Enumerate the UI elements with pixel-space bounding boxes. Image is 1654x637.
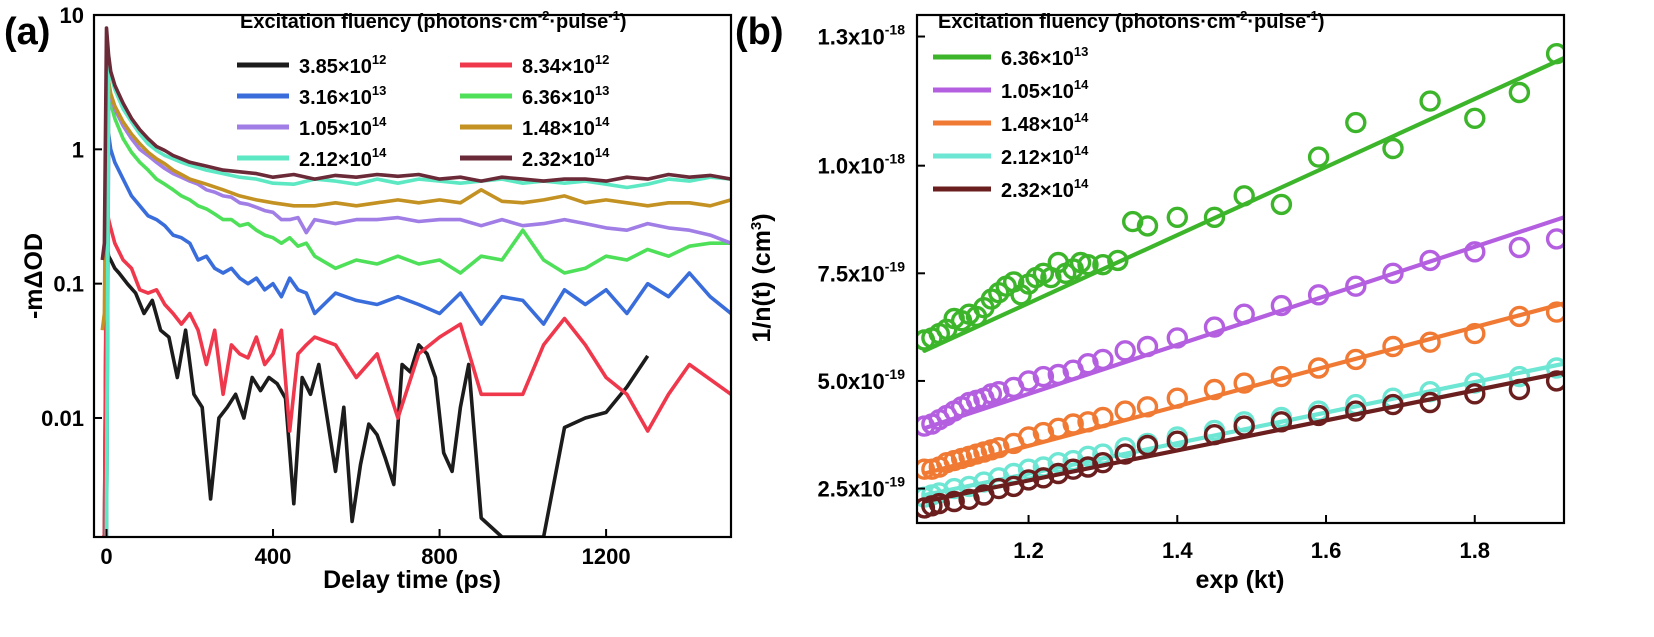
legend-b: Excitation fluency (photons·cm-2·pulse-1… [933, 8, 1325, 202]
series-line-6 [100, 66, 731, 331]
data-point-b [1345, 275, 1367, 297]
legend-title-a: Excitation fluency (photons·cm-2·pulse-1… [240, 8, 627, 33]
data-point-b [1307, 146, 1330, 168]
series-line-1 [102, 241, 650, 537]
data-point-b [1121, 210, 1144, 233]
x-tick-label-b: 1.8 [1459, 538, 1490, 563]
legend-entry-b: 1.48×1014 [1001, 110, 1089, 136]
data-point-b [958, 488, 980, 510]
legend-entry-b: 2.12×1014 [1001, 143, 1089, 169]
y-tick-label-b: 5.0x10-19 [817, 366, 905, 394]
data-point-b [988, 381, 1010, 403]
x-tick-label-a: 400 [255, 544, 292, 569]
data-point-b [1203, 316, 1226, 338]
legend-entry-a: 1.48×1014 [522, 114, 610, 140]
series-b-5 [917, 370, 1564, 519]
legend-entry-a: 3.16×1013 [299, 83, 386, 109]
x-axis-label-b: exp (kt) [1196, 566, 1285, 594]
x-tick-label-a: 800 [421, 544, 458, 569]
data-point-b [1382, 262, 1404, 284]
legend-entry-a: 2.12×1014 [299, 145, 387, 171]
series-line-7 [104, 53, 731, 537]
fit-line-b [922, 215, 1564, 431]
x-tick-label-a: 1200 [582, 544, 631, 569]
fit-line-b [922, 301, 1564, 476]
data-point-b [988, 437, 1010, 459]
axes-frame-b [915, 13, 1566, 525]
y-tick-label-a: 10 [60, 3, 84, 28]
series-line-4 [104, 83, 731, 537]
legend-entry-b: 6.36×1013 [1001, 44, 1088, 70]
legend-entry-b: 1.05×1014 [1001, 77, 1089, 103]
x-tick-label-b: 1.2 [1013, 538, 1044, 563]
ticks-b: 1.2 1.4 1.6 1.8 2.5x10-19 5.0x10-19 7.5x10-19 1… [817, 22, 1490, 563]
y-tick-label-b: 1.0x10-18 [817, 151, 905, 179]
x-tick-label-b: 1.4 [1162, 538, 1193, 563]
data-point-b [1382, 137, 1404, 160]
legend-title-b: Excitation fluency (photons·cm-2·pulse-1… [938, 8, 1325, 33]
data-point-b [1545, 301, 1564, 323]
x-axis-label-a: Delay time (ps) [323, 566, 501, 594]
fit-line-b [922, 361, 1564, 498]
data-point-b [928, 492, 950, 515]
series-line-8 [100, 26, 731, 261]
series-line-2 [102, 204, 731, 537]
data-point-b [1017, 370, 1040, 392]
legend-entry-a: 8.34×1012 [522, 52, 609, 78]
y-axis-label-b: 1/n(t) (cm3) [748, 213, 776, 342]
legend-entry-a: 3.85×1012 [299, 52, 386, 78]
data-point-b [1233, 372, 1255, 394]
panel-a: (a) 0 400 800 1200 0.01 0.1 1 10 Delay time (ps… [4, 3, 733, 594]
data-point-b [1032, 365, 1055, 388]
axes-frame-a [92, 13, 733, 539]
data-point-b [1345, 111, 1367, 134]
legend-entry-b: 2.32×1014 [1001, 176, 1089, 202]
fit-line-b [922, 370, 1564, 504]
data-point-b [1419, 90, 1441, 112]
data-point-b [1114, 340, 1136, 362]
data-point-b [1545, 228, 1564, 250]
data-point-b [1114, 437, 1136, 459]
legend-entry-a: 6.36×1013 [522, 83, 609, 109]
data-point-b [1464, 322, 1486, 345]
data-point-b [1508, 81, 1531, 104]
series-b-2 [917, 215, 1564, 437]
y-tick-label-a: 0.1 [53, 272, 84, 297]
panel-b-label: (b) [735, 11, 784, 53]
data-point-b [1270, 193, 1293, 216]
data-point-b [1307, 404, 1330, 427]
panel-b: (b) 1.2 1.4 1.6 1.8 2.5x10-19 5.0x10-19 7.5x10… [735, 8, 1566, 594]
plot-area-a [100, 26, 731, 537]
ticks-a: 0 400 800 1200 0.01 0.1 1 10 [41, 3, 630, 569]
y-tick-label-b: 7.5x10-19 [817, 258, 905, 286]
data-point-b [1203, 206, 1226, 229]
series-b-3 [917, 301, 1564, 480]
data-point-b [1092, 443, 1114, 465]
y-tick-label-b: 1.3x10-18 [817, 22, 905, 50]
data-point-b [1166, 206, 1189, 229]
data-point-b [1464, 107, 1486, 130]
fit-line-b [922, 55, 1564, 353]
panel-a-label: (a) [4, 11, 50, 53]
series-line-5 [104, 79, 731, 537]
data-point-b [943, 490, 965, 513]
x-tick-label-a: 0 [100, 544, 112, 569]
data-point-b [1114, 443, 1136, 465]
legend-entry-a: 1.05×1014 [299, 114, 387, 140]
series-b-1 [917, 43, 1564, 353]
y-tick-label-a: 1 [72, 137, 84, 162]
x-tick-label-b: 1.6 [1311, 538, 1342, 563]
legend-entry-a: 2.32×1014 [522, 145, 610, 171]
legend-a: Excitation fluency (photons·cm-2·pulse-1… [237, 8, 627, 171]
plot-area-b [917, 43, 1564, 519]
y-tick-label-a: 0.01 [41, 406, 84, 431]
y-tick-label-b: 2.5x10-19 [817, 474, 905, 502]
series-line-3 [104, 132, 731, 537]
data-point-b [1508, 236, 1531, 259]
y-axis-label-a: -mΔOD [20, 233, 48, 319]
data-point-b [1136, 215, 1159, 237]
